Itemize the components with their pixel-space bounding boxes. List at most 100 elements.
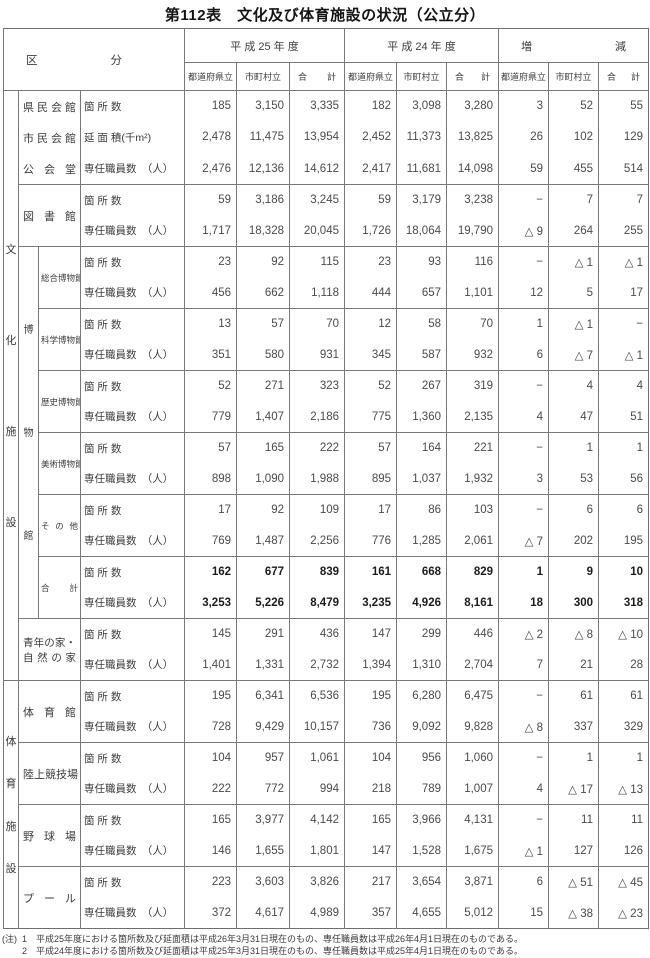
data-cell: 2,186 — [289, 401, 345, 433]
note-prefix: (注) — [2, 934, 17, 944]
data-cell: 6 — [548, 494, 599, 526]
data-cell: 127 — [548, 835, 599, 867]
row-type-label-staff: 専任職員数 （人） — [80, 463, 185, 495]
data-cell: 736 — [344, 711, 397, 743]
table-row: 専任職員数 （人） 222 772 994 218 789 1,007 4 △ 17 △ 13 — [4, 773, 649, 805]
data-cell: 93 — [396, 246, 447, 278]
data-cell: 59 — [184, 184, 237, 216]
data-cell: 57 — [236, 308, 290, 340]
table-row-museum-total: 合計 箇 所 数 162 677 839 161 668 829 1 9 10 — [4, 556, 649, 619]
data-cell: 4,617 — [236, 897, 290, 929]
data-cell: △ 1 — [597, 246, 649, 278]
data-cell: 126 — [597, 835, 649, 867]
data-cell: 18,064 — [396, 215, 447, 247]
data-cell: 319 — [446, 370, 499, 402]
data-cell: 3,335 — [289, 89, 345, 122]
data-cell: 3,186 — [236, 184, 290, 216]
data-cell: 1 — [498, 556, 549, 588]
facility-label-line: 野球場 — [23, 830, 76, 843]
facility-label-museum-total: 合計 — [38, 556, 81, 619]
data-cell: 337 — [548, 711, 599, 743]
data-cell: △ 23 — [597, 897, 649, 929]
facility-label-civic-halls: 県民会館 市民会館 公会堂 — [18, 90, 81, 185]
data-cell: 11,475 — [236, 121, 290, 154]
data-cell: 267 — [396, 370, 447, 402]
facility-label-general-museum: 総合博物館 — [38, 246, 81, 309]
data-cell: 20,045 — [289, 215, 345, 247]
subheader-total-fy25: 合計 — [289, 62, 345, 91]
data-cell: 446 — [446, 618, 499, 650]
data-cell: 11,681 — [396, 153, 447, 185]
data-cell: 218 — [344, 773, 397, 805]
note-text: 平成24年度における箇所数及び延面積は平成25年3月31日現在のもの、専任職員数… — [36, 945, 523, 956]
data-cell: 9,092 — [396, 711, 447, 743]
data-cell: 59 — [344, 184, 397, 216]
table-row: プール 箇 所 数 223 3,603 3,826 217 3,654 3,871 6 △ 5… — [4, 866, 649, 929]
data-cell: △ 45 — [597, 866, 649, 898]
data-cell: 839 — [289, 556, 345, 588]
data-cell: 10 — [597, 556, 649, 588]
data-cell: 2,704 — [446, 649, 499, 681]
data-cell: − — [498, 184, 549, 216]
data-cell: 14,098 — [446, 153, 499, 185]
data-cell: − — [498, 246, 549, 278]
data-cell: 4 — [498, 773, 549, 805]
data-cell: 1 — [548, 432, 599, 464]
data-cell: 7 — [498, 649, 549, 681]
data-cell: 12 — [498, 277, 549, 309]
data-cell: △ 1 — [498, 835, 549, 867]
data-cell: 668 — [396, 556, 447, 588]
footnote-line-2: 2 平成24年度における箇所数及び延面積は平成25年3月31日現在のもの、専任職… — [2, 946, 648, 958]
group-label-text: 博物館 — [23, 325, 34, 542]
row-type-label-count: 箇 所 数 — [80, 432, 185, 464]
group-label-text: 体育施設 — [5, 736, 17, 875]
table-row: 専任職員数 （人） 779 1,407 2,186 775 1,360 2,135 4 47 5… — [4, 401, 649, 433]
data-cell: − — [597, 308, 649, 340]
total-label: 合計 — [455, 72, 490, 82]
facility-label-line: 自然の家 — [23, 651, 76, 664]
data-cell: 104 — [184, 742, 237, 774]
row-type-label-staff: 専任職員数 （人） — [80, 215, 185, 247]
facility-label-gymnasium: 体育館 — [18, 680, 81, 743]
row-type-label-staff: 専任職員数 （人） — [80, 897, 185, 929]
data-cell: 6,536 — [289, 680, 345, 712]
data-cell: 4,926 — [396, 587, 447, 619]
data-cell: 6 — [597, 494, 649, 526]
data-cell: 129 — [597, 121, 649, 154]
data-cell: 956 — [396, 742, 447, 774]
data-cell: 17 — [597, 277, 649, 309]
header-fy25: 平 成 25 年 度 — [184, 28, 345, 63]
header-row-years: 区分 平 成 25 年 度 平 成 24 年 度 増減 — [3, 28, 649, 91]
data-cell: 195 — [344, 680, 397, 712]
data-cell: 456 — [184, 277, 237, 309]
data-cell: 147 — [344, 618, 397, 650]
facility-label-pool: プール — [18, 866, 81, 929]
data-cell: 351 — [184, 339, 237, 371]
data-cell: 1,726 — [344, 215, 397, 247]
data-cell: △ 1 — [548, 308, 599, 340]
table-row: 専任職員数 （人） 898 1,090 1,988 895 1,037 1,932 3 53 5… — [4, 463, 649, 495]
data-cell: 789 — [396, 773, 447, 805]
data-cell: 202 — [548, 525, 599, 557]
subheader-prefectural-fy24: 都道府県立 — [344, 62, 397, 91]
facility-label-baseball-field: 野球場 — [18, 804, 81, 867]
data-cell: 47 — [548, 401, 599, 433]
table-title: 第112表 文化及び体育施設の状況（公立分） — [164, 7, 486, 24]
data-cell: 357 — [344, 897, 397, 929]
data-cell: 1,528 — [396, 835, 447, 867]
data-cell: 3,253 — [184, 587, 237, 619]
data-cell: 3,654 — [396, 866, 447, 898]
data-cell: 5 — [548, 277, 599, 309]
data-cell: 657 — [396, 277, 447, 309]
data-cell: 11 — [597, 804, 649, 836]
data-cell: 829 — [446, 556, 499, 588]
subheader-prefectural-fy25: 都道府県立 — [184, 62, 237, 91]
data-cell: 662 — [236, 277, 290, 309]
table-row: 専任職員数 （人） 351 580 931 345 587 932 6 △ 7 △ 1 — [4, 339, 649, 371]
data-cell: 1,360 — [396, 401, 447, 433]
data-cell: 14,612 — [289, 153, 345, 185]
data-cell: 70 — [446, 308, 499, 340]
table-row: 専任職員数 （人） 372 4,617 4,989 357 4,655 5,012 15 △ … — [4, 897, 649, 929]
